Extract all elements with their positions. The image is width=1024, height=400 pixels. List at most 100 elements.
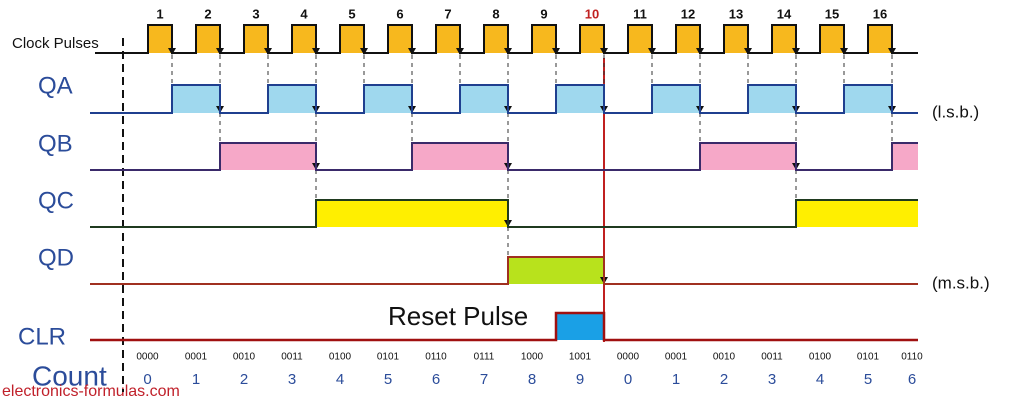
signal-label: QA <box>38 72 73 99</box>
count-decimal: 2 <box>720 371 728 388</box>
high-fill <box>892 143 918 170</box>
count-decimal: 4 <box>336 371 344 388</box>
pulse-number: 6 <box>396 6 403 21</box>
count-binary: 0100 <box>329 352 352 363</box>
high-fill <box>316 200 364 227</box>
footer: electronics-formulas.com <box>2 383 180 400</box>
high-fill <box>748 85 796 113</box>
count-decimal: 7 <box>480 371 488 388</box>
pulse-number: 2 <box>204 6 211 21</box>
count-binary: 0101 <box>377 352 400 363</box>
pulse-number: 13 <box>729 6 743 21</box>
count-binary: 0100 <box>809 352 832 363</box>
high-fill <box>892 200 918 227</box>
clr-line <box>90 311 918 342</box>
clock-pulse <box>148 25 172 53</box>
clock-pulse <box>532 25 556 53</box>
pulse-number: 12 <box>681 6 695 21</box>
signal-label: QD <box>38 244 74 271</box>
clock-pulse <box>820 25 844 53</box>
count-decimal: 3 <box>768 371 776 388</box>
count-decimal: 6 <box>432 371 440 388</box>
high-fill <box>556 257 604 284</box>
pulse-number: 3 <box>252 6 259 21</box>
pulse-number: 5 <box>348 6 355 21</box>
signal-note: (m.s.b.) <box>932 273 990 292</box>
high-fill <box>412 143 460 170</box>
count-binary: 0010 <box>713 352 736 363</box>
signal-label: CLR <box>18 323 66 350</box>
signal-label: QB <box>38 130 73 157</box>
pulse-number: 7 <box>444 6 451 21</box>
count-binary: 0111 <box>474 352 495 363</box>
clock-pulse <box>196 25 220 53</box>
clock-pulse <box>436 25 460 53</box>
high-fill <box>220 143 268 170</box>
count-decimal: 0 <box>143 371 151 388</box>
count-label: Count <box>32 360 107 391</box>
count-binary: 0000 <box>617 352 640 363</box>
high-fill <box>796 200 844 227</box>
high-fill <box>556 85 604 113</box>
high-fill <box>844 85 892 113</box>
high-fill <box>412 200 460 227</box>
count-binary: 0011 <box>281 352 303 363</box>
count-binary: 0110 <box>425 352 447 363</box>
pulse-number: 15 <box>825 6 839 21</box>
high-fill <box>652 85 700 113</box>
clock-line <box>95 24 918 54</box>
count-binary: 0000 <box>136 352 159 363</box>
count-decimal: 0 <box>624 371 632 388</box>
count-binary: 0001 <box>185 352 208 363</box>
count-binary: 0010 <box>233 352 256 363</box>
high-fill <box>844 200 892 227</box>
count-decimal: 6 <box>908 371 916 388</box>
high-fill <box>748 143 796 170</box>
clock-pulse <box>580 25 604 53</box>
count-decimal: 1 <box>672 371 680 388</box>
pulse-number: 4 <box>300 6 308 21</box>
pulse-number: 9 <box>540 6 547 21</box>
pulse-number: 1 <box>156 6 163 21</box>
count-decimal: 5 <box>384 371 392 388</box>
clock-pulse <box>772 25 796 53</box>
count-decimal: 2 <box>240 371 248 388</box>
high-fill <box>364 200 412 227</box>
signal-line <box>95 199 918 228</box>
reset-annotation: Reset Pulse <box>388 301 528 331</box>
clock-pulse <box>388 25 412 53</box>
count-binary: 0101 <box>857 352 880 363</box>
high-fill <box>172 85 220 113</box>
reset-pulse <box>556 313 604 340</box>
count-binary: 0001 <box>665 352 688 363</box>
signal-line <box>95 84 918 114</box>
count-binary: 0011 <box>761 352 783 363</box>
high-fill <box>268 143 316 170</box>
clock-pulse <box>292 25 316 53</box>
clock-pulse <box>340 25 364 53</box>
clock-pulse <box>868 25 892 53</box>
pulse-number: 10 <box>585 6 599 21</box>
count-binary: 0110 <box>901 352 923 363</box>
pulse-number: 16 <box>873 6 887 21</box>
signal-note: (l.s.b.) <box>932 102 979 121</box>
pulse-number: 8 <box>492 6 499 21</box>
signal-label: QC <box>38 187 74 214</box>
pulse-number: 14 <box>777 6 792 21</box>
signal-line <box>95 256 918 285</box>
high-fill <box>364 85 412 113</box>
count-binary: 1000 <box>521 352 544 363</box>
signal-line <box>95 142 918 171</box>
clock-pulse <box>628 25 652 53</box>
high-fill <box>508 257 556 284</box>
high-fill <box>460 85 508 113</box>
clock-pulse <box>244 25 268 53</box>
count-decimal: 8 <box>528 371 536 388</box>
count-binary: 1001 <box>569 352 592 363</box>
clock-pulse <box>676 25 700 53</box>
high-fill <box>460 143 508 170</box>
count-decimal: 4 <box>816 371 824 388</box>
clock-label: Clock Pulses <box>12 35 99 52</box>
high-fill <box>460 200 508 227</box>
